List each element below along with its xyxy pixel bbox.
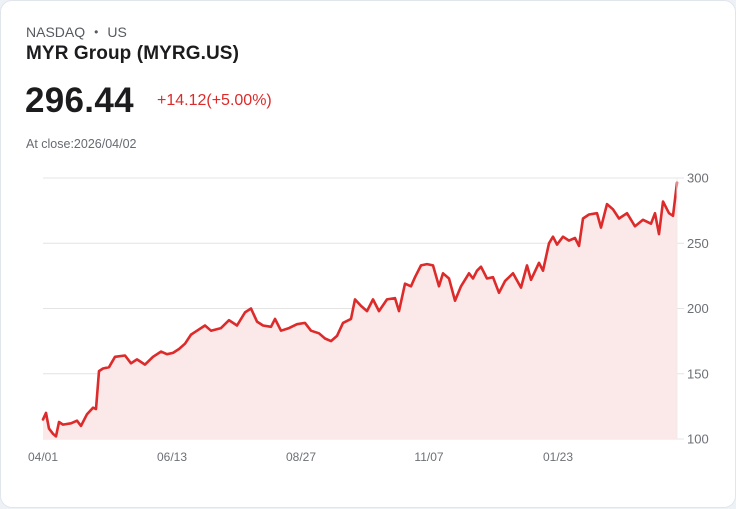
- y-tick-label: 100: [687, 432, 709, 447]
- separator-dot: •: [94, 25, 99, 39]
- close-date: At close:2026/04/02: [26, 137, 137, 151]
- y-tick-label: 200: [687, 301, 709, 316]
- y-axis-ticks: 300 250 200 150 100: [687, 171, 709, 447]
- y-tick-label: 250: [687, 236, 709, 251]
- y-tick-label: 300: [687, 171, 709, 186]
- exchange-row: NASDAQ • US: [26, 24, 127, 40]
- x-axis-ticks: 04/01 06/13 08/27 11/07 01/23: [28, 450, 573, 464]
- x-tick-label: 08/27: [286, 450, 316, 464]
- x-tick-label: 04/01: [28, 450, 58, 464]
- chart-area-fill: [43, 182, 677, 439]
- exchange-label: NASDAQ: [26, 24, 86, 40]
- y-tick-label: 150: [687, 366, 709, 381]
- region-label: US: [107, 24, 127, 40]
- current-price: 296.44: [25, 81, 134, 120]
- stock-title: MYR Group (MYRG.US): [26, 43, 239, 64]
- x-tick-label: 11/07: [414, 450, 443, 464]
- x-tick-label: 01/23: [543, 450, 573, 464]
- price-change: +14.12(+5.00%): [157, 92, 272, 109]
- x-tick-label: 06/13: [157, 450, 187, 464]
- chart-price-line: [41, 181, 679, 438]
